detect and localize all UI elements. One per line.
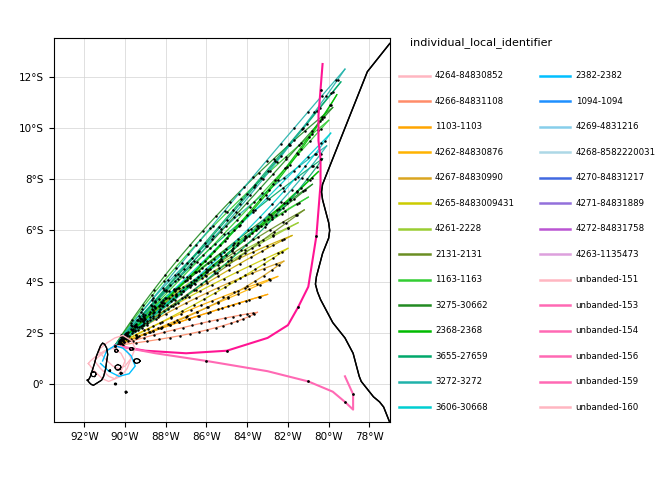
Text: unbanded-160: unbanded-160: [575, 403, 639, 412]
Text: 3272-3272: 3272-3272: [435, 377, 482, 386]
Text: 1094-1094: 1094-1094: [575, 97, 622, 106]
Text: 3655-27659: 3655-27659: [435, 352, 488, 360]
Text: 4262-84830876: 4262-84830876: [435, 148, 504, 157]
Text: 4266-84831108: 4266-84831108: [435, 97, 504, 106]
Text: 4269-4831216: 4269-4831216: [575, 122, 639, 132]
Text: 4264-84830852: 4264-84830852: [435, 72, 504, 80]
Text: 3606-30668: 3606-30668: [435, 403, 488, 412]
Text: 2382-2382: 2382-2382: [575, 72, 623, 80]
Text: unbanded-154: unbanded-154: [575, 326, 639, 335]
Text: 4261-2228: 4261-2228: [435, 224, 482, 233]
Text: 4272-84831758: 4272-84831758: [575, 224, 644, 233]
Text: 1103-1103: 1103-1103: [435, 122, 482, 132]
Text: 4271-84831889: 4271-84831889: [575, 199, 644, 208]
Text: unbanded-159: unbanded-159: [575, 377, 638, 386]
Text: unbanded-153: unbanded-153: [575, 301, 639, 310]
Text: 3275-30662: 3275-30662: [435, 301, 488, 310]
Text: 4268-8582220031: 4268-8582220031: [575, 148, 656, 157]
Text: 4263-1135473: 4263-1135473: [575, 250, 639, 259]
Text: unbanded-151: unbanded-151: [575, 275, 639, 284]
Text: 1163-1163: 1163-1163: [435, 275, 482, 284]
Text: 4265-8483009431: 4265-8483009431: [435, 199, 515, 208]
Text: 4270-84831217: 4270-84831217: [575, 173, 644, 182]
Text: 2131-2131: 2131-2131: [435, 250, 482, 259]
Text: individual_local_identifier: individual_local_identifier: [410, 37, 552, 48]
Text: unbanded-156: unbanded-156: [575, 352, 639, 360]
Text: 2368-2368: 2368-2368: [435, 326, 482, 335]
Text: 4267-84830990: 4267-84830990: [435, 173, 504, 182]
